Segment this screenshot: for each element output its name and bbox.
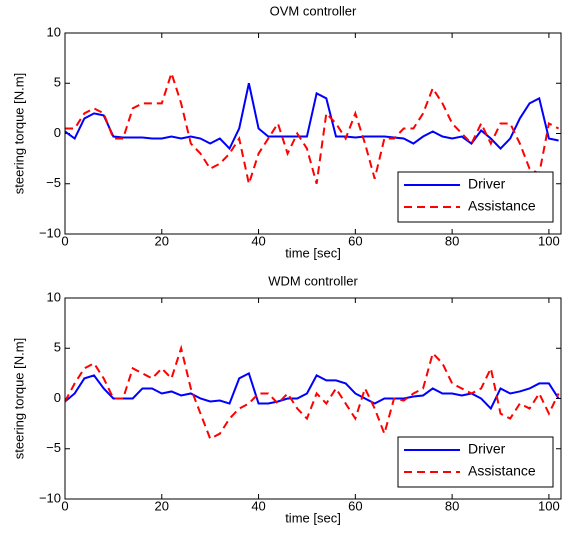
legend-label: Assistance xyxy=(468,198,536,214)
axes-box xyxy=(64,32,562,235)
x-tick-label: 40 xyxy=(251,498,265,513)
x-tick-label: 20 xyxy=(155,498,169,513)
legend-label: Assistance xyxy=(468,463,536,479)
legend-box xyxy=(397,436,554,488)
legend-box xyxy=(397,171,554,223)
legend-label: Driver xyxy=(468,441,506,457)
data-line xyxy=(65,344,560,441)
x-tick-label: 40 xyxy=(251,233,265,248)
x-tick-label: 0 xyxy=(61,233,68,248)
y-tick-label: 5 xyxy=(54,340,61,355)
y-tick-label: 0 xyxy=(54,390,61,405)
x-tick-label: 100 xyxy=(538,233,560,248)
data-line xyxy=(65,83,559,151)
legend-label: Driver xyxy=(468,176,506,192)
x-axis-label: time [sec] xyxy=(285,510,341,525)
x-tick-label: 60 xyxy=(348,233,362,248)
y-tick-label: 0 xyxy=(54,125,61,140)
y-tick-label: −10 xyxy=(39,490,61,505)
data-line xyxy=(65,371,560,411)
x-axis-label: time [sec] xyxy=(285,245,341,260)
x-tick-label: 80 xyxy=(445,233,459,248)
x-tick-label: 60 xyxy=(348,498,362,513)
chart-title: WDM controller xyxy=(268,273,358,288)
y-axis-label: steering torque [N.m] xyxy=(11,73,26,194)
y-tick-label: −5 xyxy=(46,175,61,190)
y-tick-label: 5 xyxy=(54,75,61,90)
data-line xyxy=(65,69,560,188)
y-axis-label: steering torque [N.m] xyxy=(11,338,26,459)
y-tick-label: 10 xyxy=(47,24,61,39)
y-tick-label: −10 xyxy=(39,225,61,240)
y-tick-label: 10 xyxy=(47,289,61,304)
axes-box xyxy=(64,297,562,500)
x-tick-label: 80 xyxy=(445,498,459,513)
y-tick-label: −5 xyxy=(46,440,61,455)
x-tick-label: 20 xyxy=(155,233,169,248)
x-tick-label: 0 xyxy=(61,498,68,513)
x-tick-label: 100 xyxy=(538,498,560,513)
chart-title: OVM controller xyxy=(270,3,357,18)
